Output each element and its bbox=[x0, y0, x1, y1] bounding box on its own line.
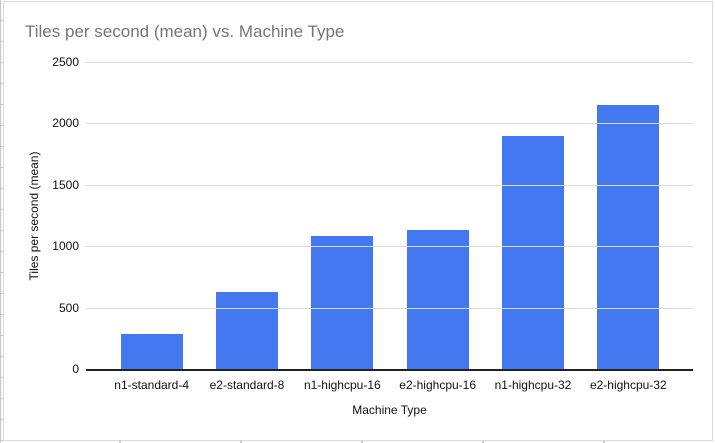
x-tick-label: n1-highcpu-16 bbox=[303, 378, 381, 392]
y-tick-label: 0 bbox=[72, 362, 79, 376]
bar-n1-standard-4 bbox=[120, 334, 183, 369]
gridline bbox=[86, 246, 693, 248]
y-axis-title: Tiles per second (mean) bbox=[27, 151, 41, 281]
chart[interactable]: Tiles per second (mean) vs. Machine Type… bbox=[3, 1, 713, 441]
bar-slot bbox=[104, 62, 199, 369]
y-tick-label: 1000 bbox=[52, 239, 79, 254]
x-axis-title: Machine Type bbox=[352, 403, 427, 417]
plot-area: 2500 2000 1500 1000 500 0 bbox=[52, 55, 693, 376]
y-tick-label: 1500 bbox=[52, 177, 79, 192]
bar-n1-highcpu-32 bbox=[501, 135, 564, 369]
x-tick-label: e2-highcpu-16 bbox=[399, 378, 477, 392]
bar-e2-highcpu-32 bbox=[597, 104, 660, 369]
gridline bbox=[86, 123, 693, 125]
bar-slot bbox=[295, 62, 390, 369]
x-tick-labels: n1-standard-4 e2-standard-8 n1-highcpu-16 e… bbox=[104, 378, 676, 392]
bar-e2-highcpu-16 bbox=[406, 229, 469, 369]
x-tick-label: n1-highcpu-32 bbox=[494, 378, 572, 392]
x-tick-label: n1-standard-4 bbox=[114, 378, 190, 392]
x-tick-label: e2-highcpu-32 bbox=[589, 378, 667, 392]
bar-e2-standard-8 bbox=[215, 292, 278, 369]
gridline bbox=[86, 62, 693, 63]
bar-n1-highcpu-16 bbox=[311, 236, 374, 369]
chart-title: Tiles per second (mean) vs. Machine Type bbox=[25, 22, 345, 41]
spreadsheet-column-gridlines bbox=[0, 441, 715, 443]
y-tick-label: 500 bbox=[58, 300, 79, 315]
y-tick-label: 2000 bbox=[52, 116, 79, 131]
gridline bbox=[86, 307, 693, 309]
bar-slot bbox=[581, 62, 676, 369]
bars bbox=[104, 62, 676, 369]
gridline bbox=[86, 184, 693, 186]
bar-slot bbox=[485, 62, 580, 369]
bar-slot bbox=[199, 62, 294, 369]
x-tick-label: e2-standard-8 bbox=[209, 378, 285, 392]
y-tick-label: 2500 bbox=[52, 55, 79, 69]
bar-slot bbox=[390, 62, 485, 369]
spreadsheet-row-gridlines bbox=[0, 0, 3, 443]
